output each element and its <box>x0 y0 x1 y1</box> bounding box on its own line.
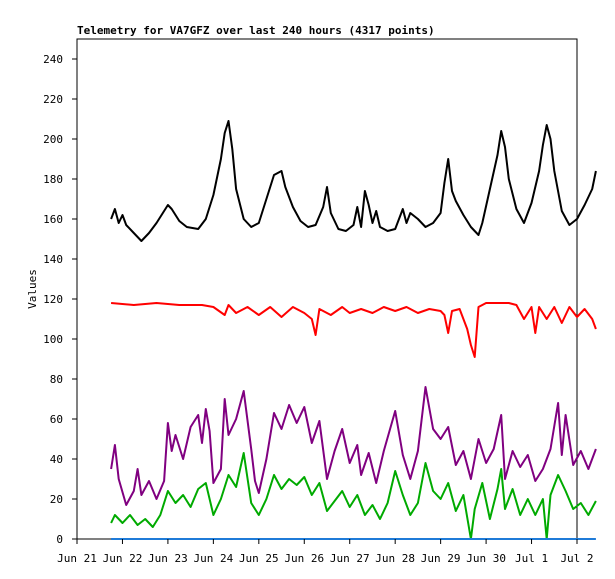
x-axis: Jun 21 Jun 22 Jun 23 Jun 24 Jun 25 Jun 26 Jun … <box>57 539 594 565</box>
chart-title: Telemetry for VA7GFZ over last 240 hours… <box>77 24 435 37</box>
series-line-2 <box>111 302 597 358</box>
x-tick-label: Jul 2 <box>560 552 593 565</box>
series-line-4 <box>110 452 597 540</box>
x-tick-label: Jun 25 <box>239 552 279 565</box>
x-tick-label: Jun 23 <box>148 552 188 565</box>
x-tick-label: Jun 30 <box>466 552 506 565</box>
y-axis-label: Values <box>26 269 39 309</box>
y-tick-label: 240 <box>43 53 63 66</box>
y-tick-label: 40 <box>50 453 63 466</box>
x-tick-label: Jun 28 <box>375 552 415 565</box>
y-tick-label: 60 <box>50 413 63 426</box>
x-tick-label: Jun 26 <box>284 552 324 565</box>
x-tick-label: Jun 27 <box>330 552 370 565</box>
y-tick-label: 200 <box>43 133 63 146</box>
x-tick-label: Jun 22 <box>103 552 143 565</box>
series-line-1 <box>110 120 597 242</box>
y-tick-label: 220 <box>43 93 63 106</box>
series-layer <box>110 120 597 540</box>
x-tick-label: Jun 24 <box>193 552 233 565</box>
y-axis: 0 20 40 60 80 100 120 140 160 180 200 220 240 <box>43 53 77 546</box>
y-tick-label: 80 <box>50 373 63 386</box>
y-tick-label: 160 <box>43 213 63 226</box>
x-tick-label: Jun 21 <box>57 552 97 565</box>
y-tick-label: 100 <box>43 333 63 346</box>
x-tick-label: Jun 29 <box>421 552 461 565</box>
series-line-3 <box>110 386 597 506</box>
y-tick-label: 180 <box>43 173 63 186</box>
x-tick-label: Jul 1 <box>515 552 548 565</box>
y-tick-label: 120 <box>43 293 63 306</box>
plot-frame <box>76 38 578 540</box>
y-tick-label: 140 <box>43 253 63 266</box>
y-tick-label: 0 <box>56 533 63 546</box>
y-tick-label: 20 <box>50 493 63 506</box>
